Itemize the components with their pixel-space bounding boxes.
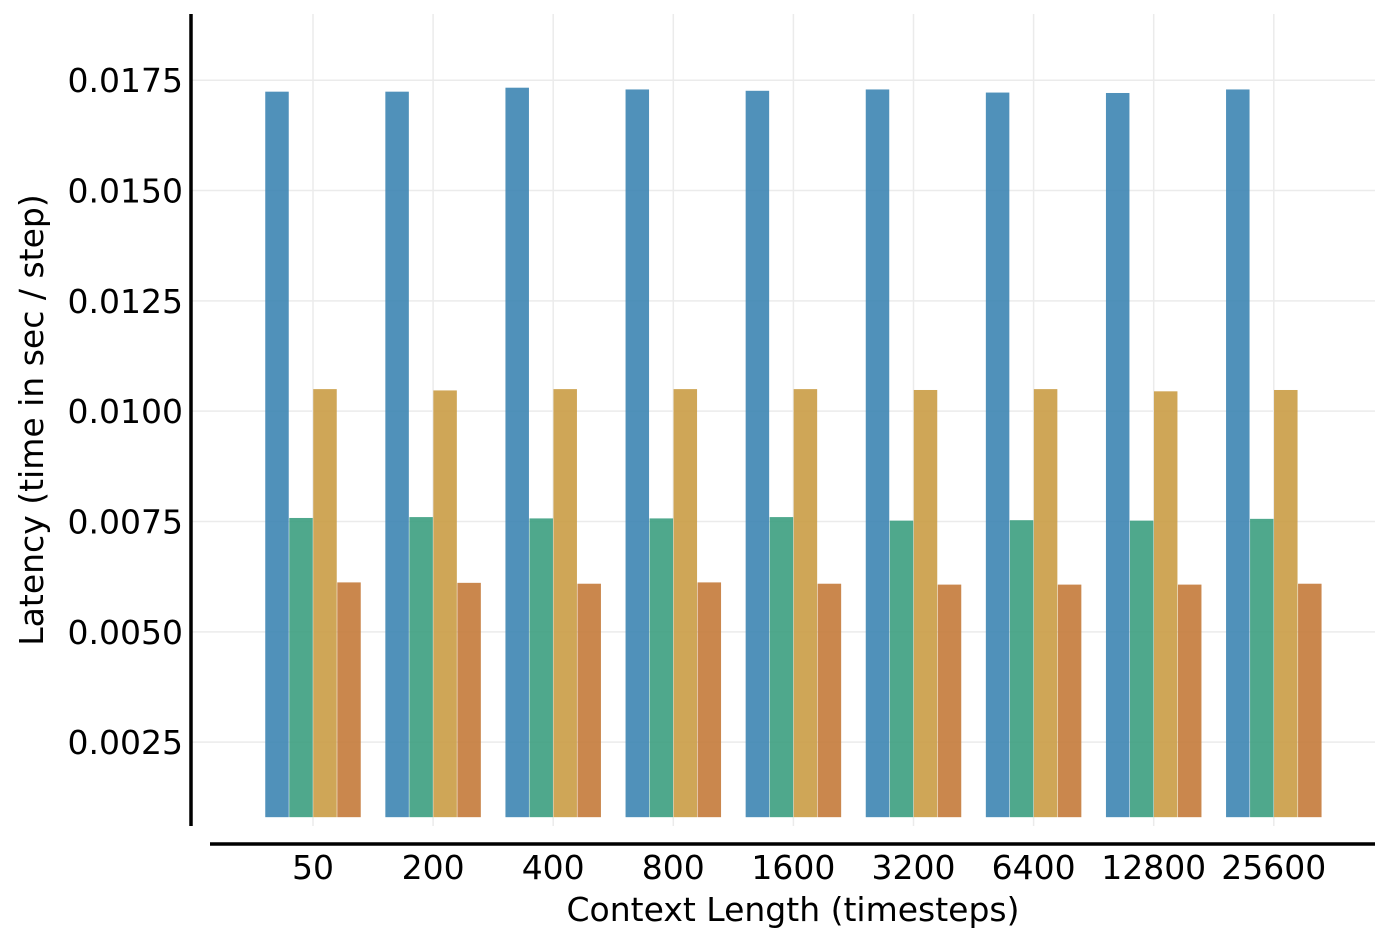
bar-series-3-25600 <box>1274 389 1298 818</box>
bar-series-4-50 <box>337 582 361 818</box>
bar-series-2-25600 <box>1250 518 1274 818</box>
bar-series-3-400 <box>553 389 577 818</box>
bar-series-1-12800 <box>1105 92 1130 818</box>
bar-series-1-25600 <box>1226 89 1250 818</box>
y-tick-label: 0.0050 <box>68 613 183 652</box>
bar-series-1-1600 <box>745 90 770 818</box>
bar-series-3-12800 <box>1153 391 1178 818</box>
bar-series-1-3200 <box>865 89 890 818</box>
bar-series-2-200 <box>409 517 433 818</box>
y-tick-label: 0.0100 <box>68 392 183 431</box>
bar-series-4-400 <box>577 583 601 818</box>
bar-series-2-3200 <box>889 520 914 818</box>
bar-series-1-50 <box>265 91 289 818</box>
bar-series-1-200 <box>385 91 409 818</box>
x-tick-label: 400 <box>522 848 585 887</box>
bar-series-2-50 <box>289 517 313 818</box>
bar-series-2-400 <box>529 518 553 818</box>
y-tick-label: 0.0175 <box>68 61 183 100</box>
x-tick-label: 6400 <box>992 848 1076 887</box>
bar-series-2-12800 <box>1129 520 1154 818</box>
bar-series-3-6400 <box>1033 389 1058 818</box>
bar-series-4-25600 <box>1298 583 1322 818</box>
bar-series-4-800 <box>697 582 722 818</box>
x-tick-label: 1600 <box>751 848 835 887</box>
x-tick-label: 50 <box>292 848 334 887</box>
bar-series-3-1600 <box>793 389 818 818</box>
x-tick-label: 25600 <box>1221 848 1326 887</box>
y-tick-label: 0.0150 <box>68 172 183 211</box>
y-tick-label: 0.0125 <box>68 282 183 321</box>
x-tick-labels: 50 200 400 800 1600 3200 6400 12800 25600 <box>292 848 1326 887</box>
bars <box>265 87 1322 818</box>
x-tick-label: 3200 <box>872 848 956 887</box>
bar-series-4-12800 <box>1177 584 1202 818</box>
y-tick-labels: 0.0025 0.0050 0.0075 0.0100 0.0125 0.0150 0.01… <box>68 61 183 762</box>
x-tick-label: 200 <box>402 848 465 887</box>
bar-series-1-800 <box>625 89 650 818</box>
bar-series-1-6400 <box>985 92 1010 818</box>
bar-series-4-6400 <box>1057 584 1082 818</box>
x-tick-label: 12800 <box>1101 848 1206 887</box>
x-axis-title: Context Length (timesteps) <box>567 890 1020 929</box>
bar-series-3-50 <box>313 389 337 818</box>
bar-series-2-1600 <box>769 517 794 818</box>
bar-series-2-6400 <box>1009 520 1034 818</box>
bar-series-1-400 <box>505 87 529 818</box>
bar-series-4-1600 <box>817 583 842 818</box>
y-tick-label: 0.0075 <box>68 503 183 542</box>
bar-series-4-3200 <box>937 584 962 818</box>
y-tick-label: 0.0025 <box>68 723 183 762</box>
bar-series-3-3200 <box>913 389 938 818</box>
x-tick-label: 800 <box>642 848 705 887</box>
bar-series-3-200 <box>433 390 457 818</box>
bar-series-4-200 <box>457 582 481 818</box>
bar-series-3-800 <box>673 389 698 818</box>
bar-series-2-800 <box>649 518 674 818</box>
y-axis-title: Latency (time in sec / step) <box>12 194 51 645</box>
